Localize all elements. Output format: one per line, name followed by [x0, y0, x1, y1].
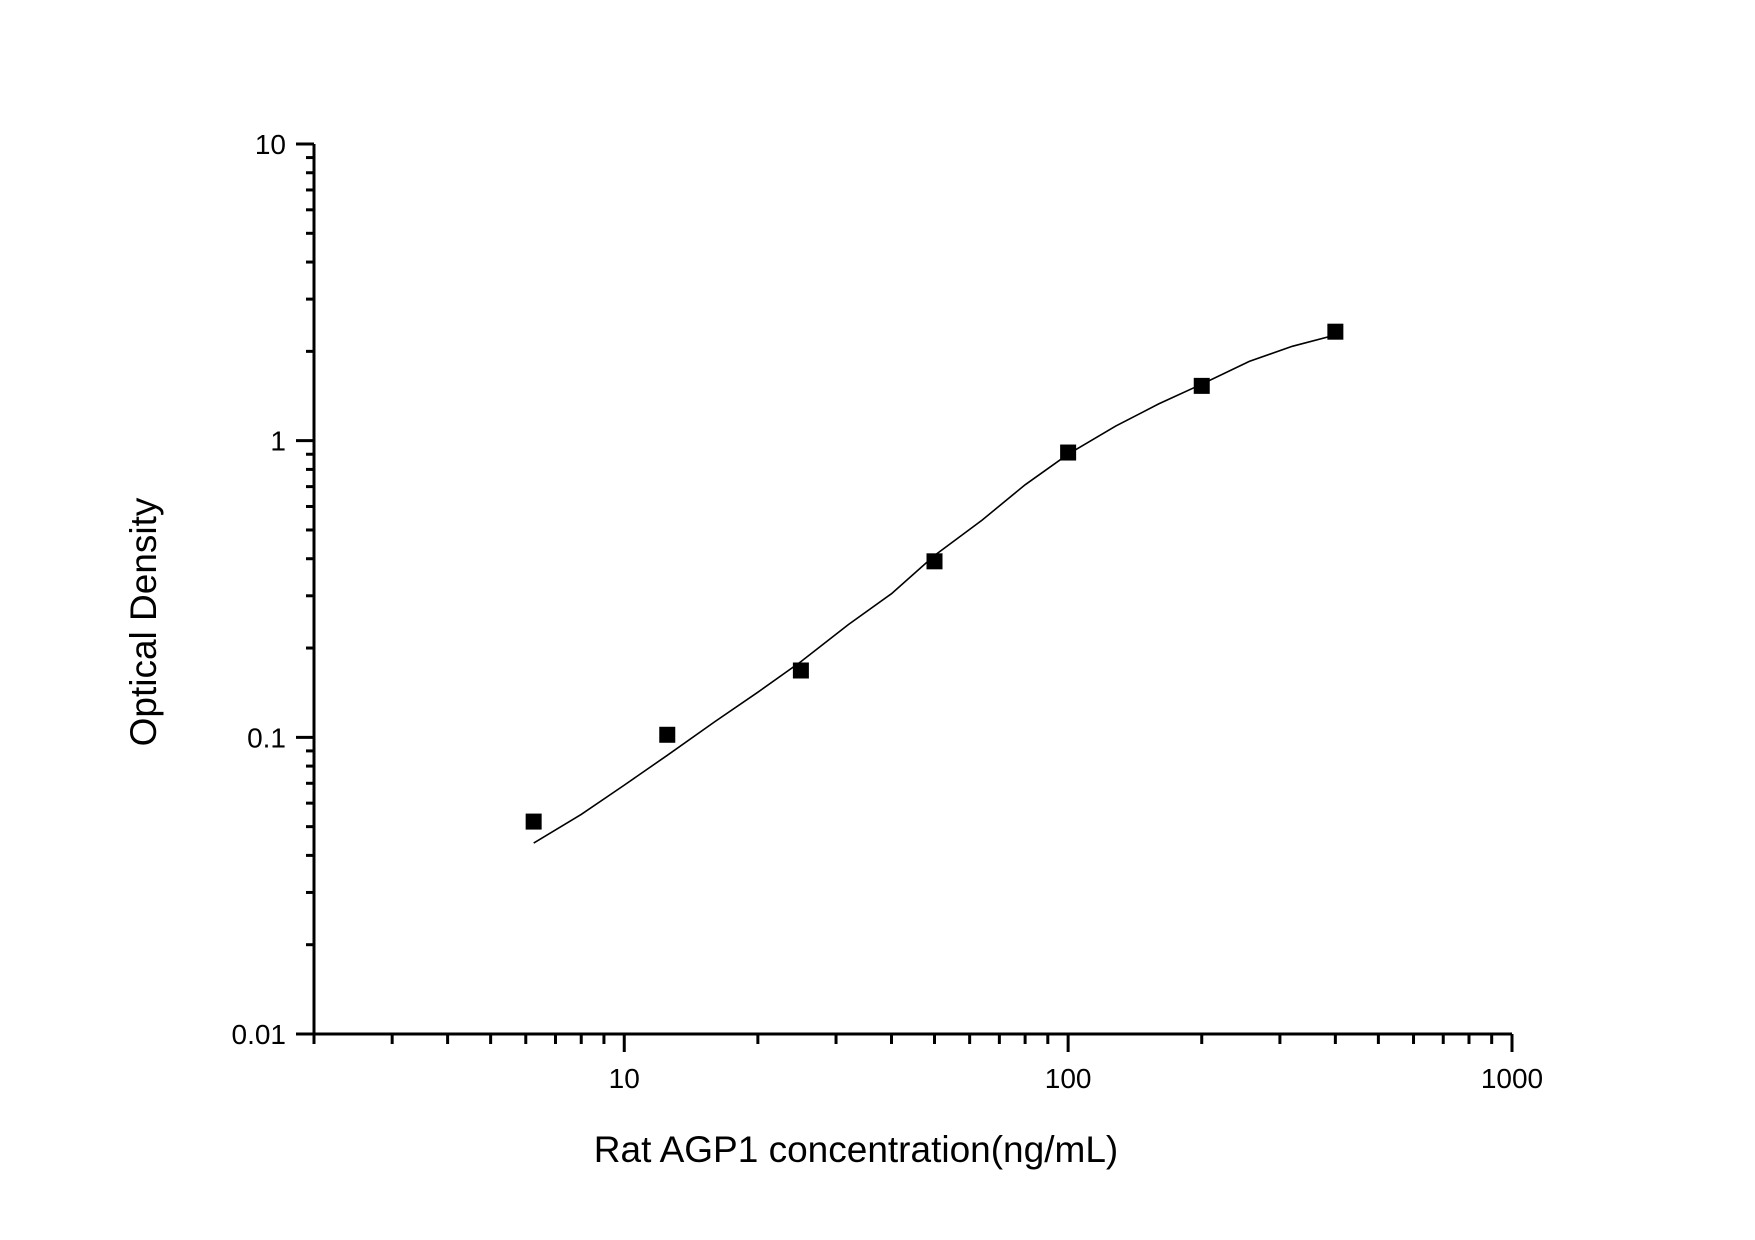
plot-area: [525, 323, 1344, 844]
y-tick-label: 0.1: [247, 722, 286, 753]
data-point-marker: [926, 553, 943, 570]
data-point-marker: [525, 813, 542, 830]
x-tick-label: 10: [609, 1063, 640, 1094]
axes: 10 100 1000 0.01 0.1 1 10: [232, 129, 1544, 1094]
x-tick-label: 100: [1045, 1063, 1092, 1094]
data-point-marker: [792, 662, 809, 679]
fitted-curve: [533, 334, 1336, 844]
y-tick-label: 1: [270, 426, 286, 457]
y-tick-label: 10: [255, 129, 286, 160]
y-tick-label: 0.01: [232, 1019, 287, 1050]
x-axis-title: Rat AGP1 concentration(ng/mL): [594, 1129, 1118, 1170]
y-axis-title: Optical Density: [123, 497, 164, 746]
data-point-marker: [659, 726, 676, 743]
x-tick-label: 1000: [1481, 1063, 1543, 1094]
